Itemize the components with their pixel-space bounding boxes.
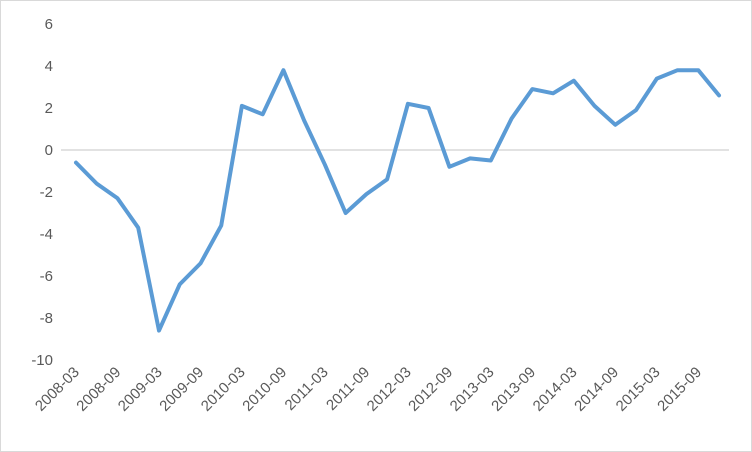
- x-tick-label: 2008-09: [73, 364, 124, 415]
- x-tick-label: 2013-03: [447, 364, 498, 415]
- y-tick-label: -2: [40, 184, 53, 201]
- y-tick-label: -6: [40, 268, 53, 285]
- x-tick-label: 2009-09: [156, 364, 207, 415]
- y-tick-label: 0: [45, 142, 53, 159]
- x-tick-label: 2011-09: [323, 364, 373, 414]
- x-tick-label: 2012-09: [405, 364, 456, 415]
- y-tick-label: 4: [45, 58, 53, 75]
- x-tick-label: 2015-03: [613, 364, 664, 415]
- y-tick-label: -10: [31, 352, 53, 369]
- y-tick-label: -8: [40, 310, 53, 327]
- x-tick-label: 2011-03: [282, 364, 332, 414]
- x-tick-label: 2013-09: [488, 364, 539, 415]
- x-tick-label: 2010-09: [239, 364, 290, 415]
- series-line: [74, 68, 721, 333]
- x-tick-label: 2012-03: [364, 364, 415, 415]
- x-tick-label: 2015-09: [654, 364, 705, 415]
- y-tick-label: 2: [45, 100, 53, 117]
- x-tick-label: 2014-09: [571, 364, 622, 415]
- x-tick-label: 2014-03: [530, 364, 581, 415]
- x-tick-label: 2010-03: [198, 364, 249, 415]
- x-tick-label: 2008-03: [32, 364, 83, 415]
- y-tick-label: -4: [40, 226, 53, 243]
- y-tick-label: 6: [45, 16, 53, 33]
- x-tick-label: 2009-03: [115, 364, 166, 415]
